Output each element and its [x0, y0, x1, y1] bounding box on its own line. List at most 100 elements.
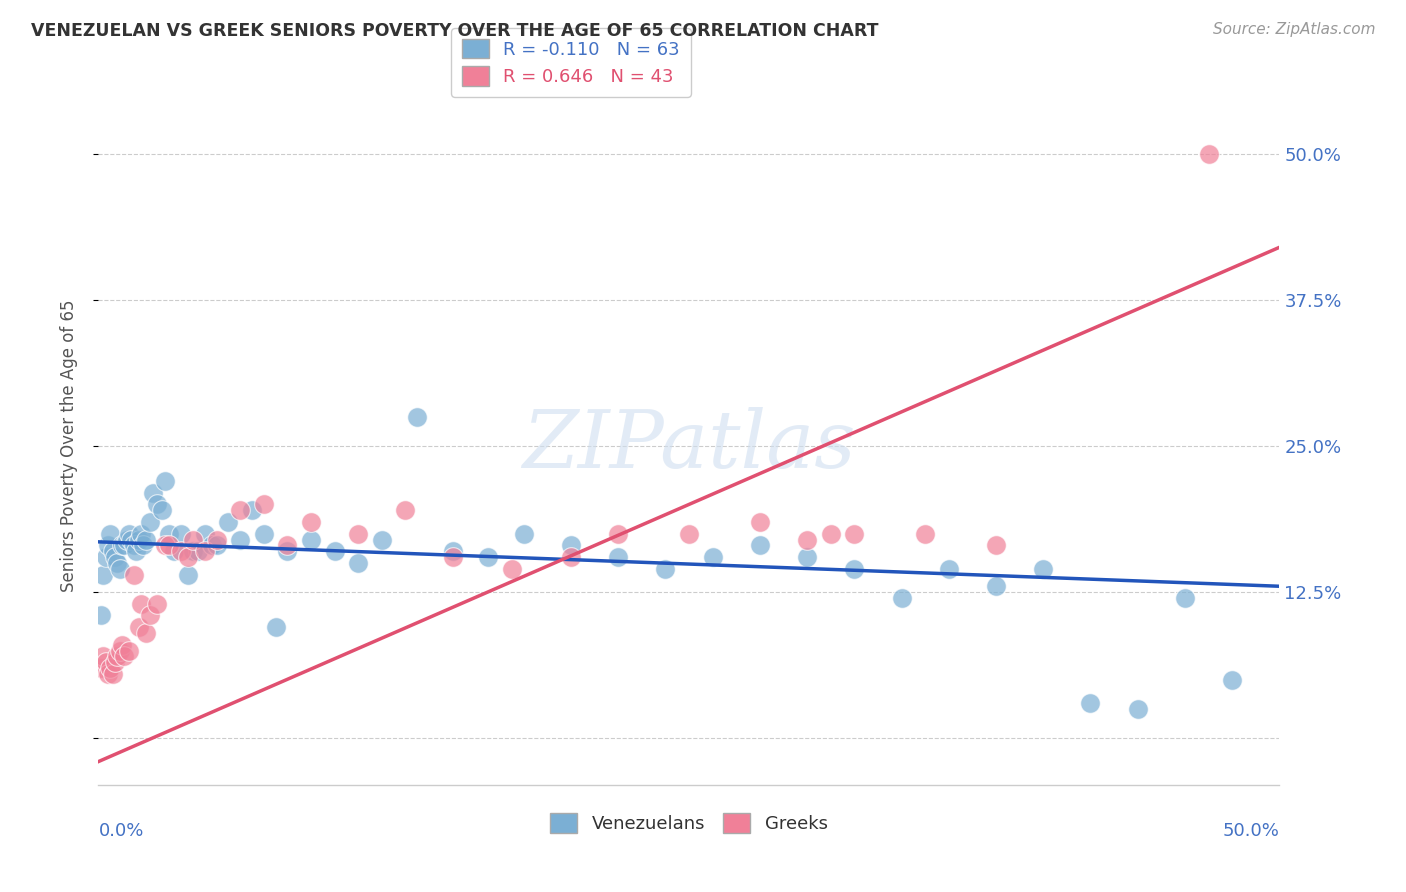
Point: [115, 533, 138, 547]
Point: [276, 538, 298, 552]
Point: [240, 503, 263, 517]
Point: [98, 661, 121, 675]
Point: [560, 538, 582, 552]
Legend: Venezuelans, Greeks: Venezuelans, Greeks: [543, 806, 835, 840]
Point: [371, 533, 394, 547]
Y-axis label: Seniors Poverty Over the Age of 65: Seniors Poverty Over the Age of 65: [59, 300, 77, 592]
Point: [111, 538, 134, 552]
Point: [122, 538, 145, 552]
Point: [406, 409, 429, 424]
Point: [91, 649, 114, 664]
Point: [135, 626, 157, 640]
Point: [125, 544, 148, 558]
Point: [194, 526, 217, 541]
Point: [129, 526, 152, 541]
Point: [142, 485, 165, 500]
Point: [702, 549, 724, 564]
Point: [1220, 673, 1243, 687]
Point: [253, 498, 276, 512]
Point: [112, 538, 135, 552]
Point: [678, 526, 700, 541]
Point: [748, 515, 770, 529]
Point: [187, 544, 209, 558]
Point: [1126, 702, 1149, 716]
Point: [512, 526, 534, 541]
Point: [105, 649, 128, 664]
Point: [501, 562, 523, 576]
Point: [118, 643, 141, 657]
Point: [194, 544, 217, 558]
Point: [163, 544, 186, 558]
Point: [914, 526, 936, 541]
Point: [299, 515, 322, 529]
Point: [264, 620, 287, 634]
Point: [157, 526, 180, 541]
Point: [205, 538, 228, 552]
Point: [347, 556, 370, 570]
Point: [139, 515, 162, 529]
Point: [97, 538, 120, 552]
Point: [139, 608, 162, 623]
Point: [607, 526, 630, 541]
Point: [1032, 562, 1054, 576]
Point: [157, 538, 180, 552]
Point: [128, 620, 150, 634]
Point: [150, 503, 173, 517]
Point: [441, 544, 464, 558]
Point: [844, 562, 866, 576]
Point: [253, 526, 276, 541]
Point: [146, 597, 169, 611]
Point: [394, 503, 416, 517]
Point: [441, 549, 464, 564]
Point: [181, 544, 204, 558]
Point: [276, 544, 298, 558]
Point: [201, 538, 224, 552]
Text: Source: ZipAtlas.com: Source: ZipAtlas.com: [1212, 22, 1375, 37]
Point: [129, 597, 152, 611]
Point: [217, 515, 239, 529]
Point: [97, 667, 120, 681]
Point: [94, 549, 117, 564]
Point: [205, 533, 228, 547]
Point: [796, 533, 818, 547]
Point: [229, 503, 252, 517]
Point: [1080, 696, 1102, 710]
Point: [984, 538, 1007, 552]
Point: [121, 533, 143, 547]
Text: ZIPatlas: ZIPatlas: [522, 408, 856, 484]
Point: [94, 655, 117, 669]
Point: [118, 526, 141, 541]
Point: [111, 638, 134, 652]
Point: [177, 567, 200, 582]
Point: [122, 567, 145, 582]
Point: [323, 544, 346, 558]
Point: [229, 533, 252, 547]
Point: [1174, 591, 1197, 605]
Point: [299, 533, 322, 547]
Point: [91, 567, 114, 582]
Point: [90, 661, 112, 675]
Point: [748, 538, 770, 552]
Point: [128, 533, 150, 547]
Point: [607, 549, 630, 564]
Text: 50.0%: 50.0%: [1223, 822, 1279, 840]
Point: [181, 533, 204, 547]
Point: [890, 591, 912, 605]
Point: [108, 562, 131, 576]
Point: [820, 526, 842, 541]
Point: [132, 538, 155, 552]
Point: [153, 474, 176, 488]
Point: [101, 667, 124, 681]
Point: [98, 526, 121, 541]
Text: VENEZUELAN VS GREEK SENIORS POVERTY OVER THE AGE OF 65 CORRELATION CHART: VENEZUELAN VS GREEK SENIORS POVERTY OVER…: [31, 22, 879, 40]
Point: [104, 655, 127, 669]
Point: [153, 538, 176, 552]
Point: [796, 549, 818, 564]
Point: [477, 549, 499, 564]
Point: [984, 579, 1007, 593]
Point: [90, 608, 112, 623]
Point: [844, 526, 866, 541]
Point: [112, 649, 135, 664]
Text: 0.0%: 0.0%: [98, 822, 143, 840]
Point: [146, 498, 169, 512]
